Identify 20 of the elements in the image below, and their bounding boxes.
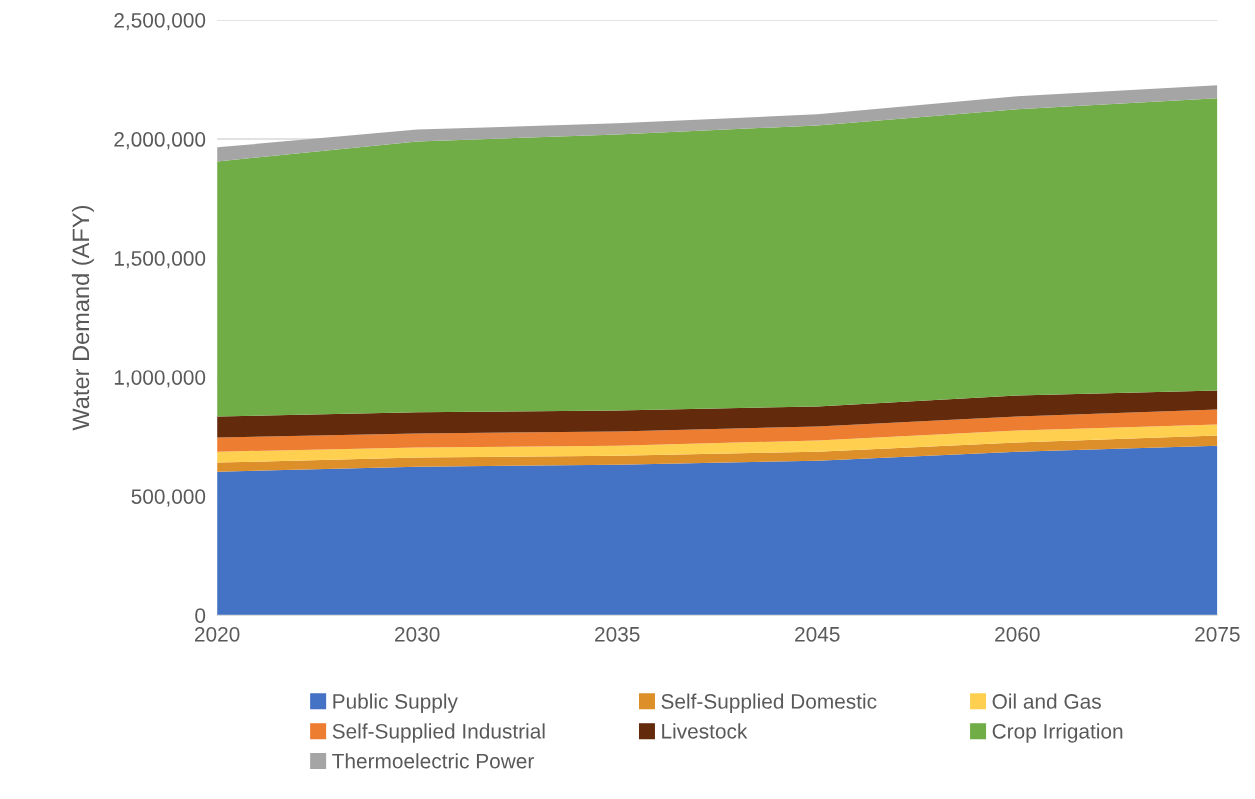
legend-label: Public Supply [333, 693, 458, 713]
legend-label: Oil and Gas [992, 693, 1101, 709]
x-tick-label: 2035 [595, 626, 640, 642]
x-tick-label: 2030 [395, 626, 440, 642]
legend-label: Thermoelectric Power [332, 753, 534, 769]
legend-label: Self-Supplied Domestic [661, 693, 877, 713]
legend-label: Self-Supplied Industrial [332, 723, 545, 743]
y-tick-label: 1,000,000 [114, 370, 206, 388]
legend-label: Livestock [662, 723, 748, 739]
y-tick-label: 2,000,000 [114, 132, 206, 150]
x-tick-label: 2020 [194, 626, 240, 642]
legend-label: Crop Irrigation [992, 723, 1123, 743]
x-tick-label: 2060 [995, 626, 1040, 642]
y-tick-label: 2,500,000 [114, 12, 206, 31]
y-axis-title: Water Demand (AFY) [71, 206, 94, 431]
y-tick-label: 500,000 [131, 489, 206, 507]
x-tick-label: 2045 [795, 626, 840, 642]
y-tick-label: 1,500,000 [114, 251, 206, 269]
y-tick-label: 0 [195, 608, 206, 623]
x-tick-label: 2075 [1195, 626, 1240, 642]
